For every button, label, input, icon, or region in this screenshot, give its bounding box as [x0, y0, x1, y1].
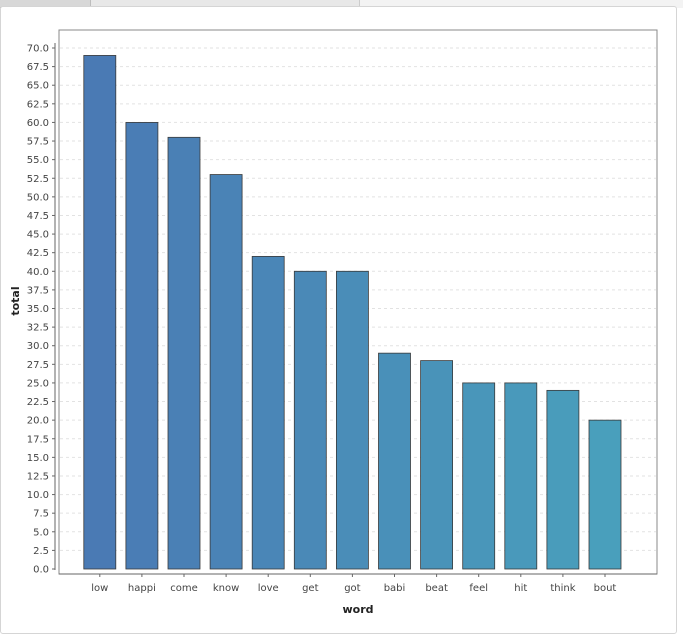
bar-come [167, 136, 201, 570]
y-tick-label: 17.5 [27, 434, 49, 445]
y-tick-label: 35.0 [27, 304, 49, 315]
bar-beat [420, 360, 454, 570]
y-tick-label: 2.5 [33, 546, 49, 557]
y-tick-label: 52.5 [27, 174, 49, 185]
x-tick-label: low [91, 583, 108, 594]
y-tick-label: 22.5 [27, 397, 49, 408]
bar-babi [378, 352, 411, 570]
bar-feel [462, 382, 496, 570]
y-tick-label: 30.0 [27, 341, 49, 352]
y-tick-label: 10.0 [27, 490, 49, 501]
bar-know [209, 174, 243, 570]
y-tick-label: 65.0 [27, 81, 49, 92]
x-tick-label: got [344, 583, 360, 594]
y-tick-label: 42.5 [27, 248, 49, 259]
y-tick-label: 55.0 [27, 155, 49, 166]
y-tick-label: 7.5 [33, 509, 49, 520]
bar-low [83, 55, 117, 570]
y-tick-label: 0.0 [33, 565, 49, 576]
x-tick-label: happi [128, 583, 156, 594]
y-tick-label: 32.5 [27, 323, 49, 334]
y-tick-label: 70.0 [27, 44, 49, 55]
bar-got [335, 270, 369, 570]
x-tick-label: know [213, 583, 239, 594]
y-tick-label: 5.0 [33, 527, 49, 538]
y-tick-label: 15.0 [27, 453, 49, 464]
x-tick-label: get [302, 583, 319, 594]
bar-love [251, 255, 285, 570]
x-tick-label: bout [594, 583, 617, 594]
y-tick-label: 27.5 [27, 360, 49, 371]
x-tick-label: feel [469, 583, 488, 594]
y-tick-label: 45.0 [27, 230, 49, 241]
x-tick-label: beat [425, 583, 448, 594]
y-axis-ticks: 0.0 2.5 5.0 7.5 10.0 12.5 15.0 17.5 20.0 22.5 25.0… [27, 44, 55, 576]
x-axis-ticks: low happi come know love get got babi beat feel hi… [91, 574, 616, 594]
y-tick-label: 25.0 [27, 378, 49, 389]
y-tick-label: 67.5 [27, 62, 49, 73]
x-tick-label: babi [384, 583, 406, 594]
bar-hit [504, 382, 538, 570]
x-tick-label: think [550, 583, 575, 594]
y-tick-label: 62.5 [27, 99, 49, 110]
bar-get [293, 270, 327, 570]
y-tick-label: 60.0 [27, 118, 49, 129]
y-tick-label: 12.5 [27, 471, 49, 482]
y-tick-label: 50.0 [27, 192, 49, 203]
bar-bout [588, 419, 622, 570]
y-tick-label: 47.5 [27, 211, 49, 222]
y-tick-label: 20.0 [27, 416, 49, 427]
x-tick-label: hit [514, 583, 527, 594]
bar-happi [125, 122, 159, 570]
x-tick-label: come [170, 583, 198, 594]
x-axis-title: word [342, 603, 373, 616]
y-tick-label: 37.5 [27, 285, 49, 296]
bar-think [546, 389, 580, 570]
y-tick-label: 57.5 [27, 137, 49, 148]
x-tick-label: love [258, 583, 279, 594]
y-tick-label: 40.0 [27, 267, 49, 278]
bars [83, 55, 622, 570]
y-axis-title: total [9, 286, 22, 315]
